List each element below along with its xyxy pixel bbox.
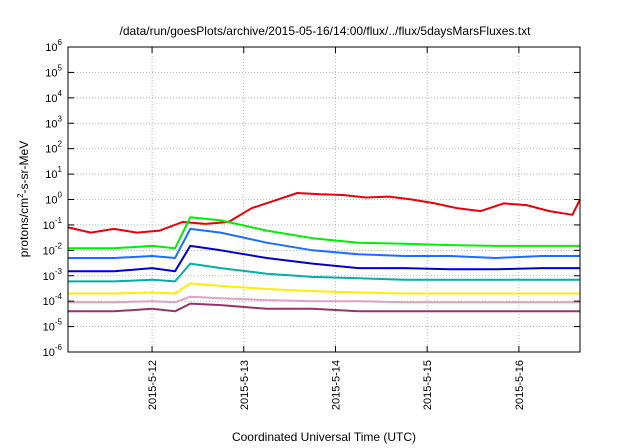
series-line-2 [68,216,580,250]
y-axis-label: protons/cm2-s-sr-MeV [16,141,31,257]
y-tick-label: 104 [45,89,62,105]
x-tick-label: 2015-5-13 [239,360,251,410]
x-tick-label: 2015-5-16 [514,360,526,410]
y-tick-label: 10-1 [43,216,63,232]
x-axis-label: Coordinated Universal Time (UTC) [232,430,416,444]
y-tick-label: 10-3 [43,267,63,283]
y-tick-label: 105 [45,63,62,79]
x-tick-label: 2015-5-12 [147,360,159,410]
y-tick-label: 10-2 [43,241,63,257]
y-tick-label: 103 [45,114,62,130]
y-tick-label: 10-4 [43,292,63,308]
y-tick-label: 100 [45,191,62,207]
series-line-7 [68,295,580,304]
plot-border [67,46,581,353]
x-tick-labels: 2015-5-12 2015-5-13 2015-5-14 2015-5-15 2015… [147,360,526,410]
x-tick-label: 2015-5-15 [422,360,434,410]
series-line-1 [67,192,581,234]
series-line-5 [68,262,580,283]
y-tick-label: 106 [45,38,62,54]
series-line-8 [68,302,580,313]
x-tick-label: 2015-5-14 [330,360,342,410]
y-tick-label: 101 [45,165,62,181]
y-tick-label: 10-6 [43,343,63,359]
y-tick-label: 10-5 [43,318,63,334]
grid-lines [68,47,580,352]
series-line-4 [68,244,580,273]
chart-title: /data/run/goesPlots/archive/2015-05-16/1… [120,24,532,38]
y-tick-labels: 10-6 10-5 10-4 10-3 10-2 10-1 100 101 102 103 104 1… [43,38,63,359]
series-group [67,192,581,313]
series-line-3 [68,227,580,259]
y-tick-label: 102 [45,140,62,156]
series-line-6 [68,282,580,295]
